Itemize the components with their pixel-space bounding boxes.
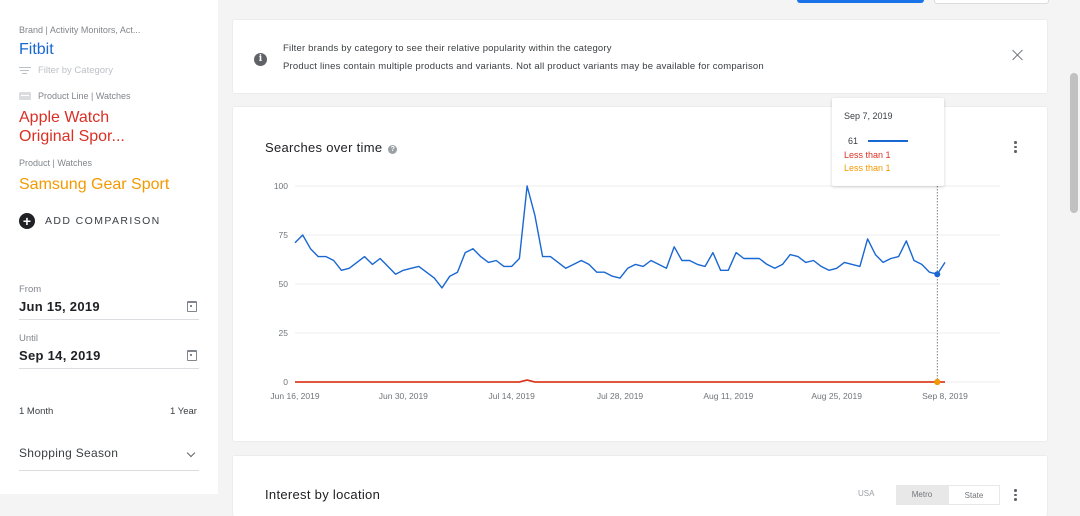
- scrollbar-thumb[interactable]: [1070, 73, 1078, 213]
- hover-point-samsung: [934, 379, 941, 385]
- from-value: Jun 15, 2019: [19, 299, 100, 314]
- product-label: Product | Watches: [19, 158, 93, 168]
- x-tick-label: Jul 28, 2019: [597, 391, 644, 401]
- chart-tooltip: Sep 7, 2019 61 Less than 1 Less than 1: [832, 98, 944, 186]
- more-options-icon[interactable]: [1014, 141, 1017, 154]
- range-max-label[interactable]: 1 Year: [170, 406, 197, 417]
- series-line-fitbit: [294, 185, 946, 289]
- hover-point-fitbit: [934, 271, 941, 278]
- series-line-apple: [295, 379, 945, 383]
- searches-chart[interactable]: 0 25 50 75 100 Jun 16, 2019 Jun 30, 2019 Jul 14…: [233, 107, 1047, 441]
- add-comparison-button[interactable]: + ADD COMPARISON: [19, 213, 161, 229]
- info-icon: i: [254, 53, 267, 66]
- tooltip-value-fitbit: 61: [848, 136, 859, 146]
- product-name[interactable]: Samsung Gear Sport: [19, 176, 170, 193]
- product-line-label: Product Line | Watches: [19, 91, 131, 101]
- metro-toggle[interactable]: Metro: [896, 485, 948, 505]
- more-options-icon[interactable]: [1014, 489, 1017, 502]
- until-label: Until: [19, 333, 39, 344]
- from-date-field[interactable]: From Jun 15, 2019: [19, 284, 199, 320]
- help-icon[interactable]: ?: [388, 145, 398, 154]
- x-tick-label: Jul 14, 2019: [489, 391, 536, 401]
- tooltip-series-swatch: [868, 140, 908, 142]
- brand-name[interactable]: Fitbit: [19, 41, 54, 58]
- add-comparison-label: ADD COMPARISON: [45, 215, 161, 227]
- location-title: Interest by location: [265, 487, 381, 502]
- filter-by-category[interactable]: Filter by Category: [19, 65, 113, 76]
- brand-category-label: Brand | Activity Monitors, Act...: [19, 25, 141, 35]
- x-tick-label: Aug 11, 2019: [703, 391, 753, 401]
- tooltip-value-samsung: Less than 1: [844, 163, 891, 173]
- product-line-icon: [19, 92, 31, 100]
- sidebar: Brand | Activity Monitors, Act... Fitbit…: [0, 0, 218, 494]
- y-tick-label: 100: [274, 181, 288, 191]
- tooltip-date: Sep 7, 2019: [844, 111, 893, 121]
- calendar-icon[interactable]: [187, 350, 197, 361]
- tooltip-value-apple: Less than 1: [844, 150, 891, 160]
- from-label: From: [19, 284, 42, 295]
- product-line-name-line2[interactable]: Original Spor...: [19, 128, 125, 145]
- product-line-name-line1[interactable]: Apple Watch: [19, 109, 110, 126]
- y-tick-label: 25: [279, 328, 289, 338]
- y-tick-label: 0: [283, 377, 288, 387]
- info-line-1: Filter brands by category to see their r…: [283, 43, 612, 54]
- shopping-season-select[interactable]: Shopping Season: [19, 440, 199, 471]
- interest-by-location-card: Interest by location USA Metro State: [233, 456, 1047, 516]
- primary-action-button[interactable]: [797, 0, 924, 3]
- y-tick-label: 75: [279, 230, 289, 240]
- chart-title: Searches over time?: [265, 140, 398, 155]
- filter-placeholder: Filter by Category: [38, 65, 113, 76]
- range-min-label[interactable]: 1 Month: [19, 406, 54, 417]
- until-value: Sep 14, 2019: [19, 348, 101, 363]
- info-banner: i Filter brands by category to see their…: [233, 20, 1047, 93]
- plus-icon: +: [19, 213, 35, 229]
- secondary-action-button[interactable]: [934, 0, 1049, 4]
- x-tick-label: Jun 30, 2019: [379, 391, 428, 401]
- state-toggle[interactable]: State: [948, 485, 1000, 505]
- calendar-icon[interactable]: [187, 301, 197, 312]
- shopping-season-value: Shopping Season: [19, 446, 119, 460]
- close-icon[interactable]: [1011, 48, 1025, 62]
- x-tick-label: Sep 8, 2019: [922, 391, 968, 401]
- y-tick-label: 50: [279, 279, 289, 289]
- x-tick-label: Aug 25, 2019: [811, 391, 862, 401]
- info-line-2: Product lines contain multiple products …: [283, 61, 764, 72]
- filter-icon: [19, 66, 31, 76]
- x-tick-label: Jun 16, 2019: [270, 391, 319, 401]
- until-date-field[interactable]: Until Sep 14, 2019: [19, 333, 199, 369]
